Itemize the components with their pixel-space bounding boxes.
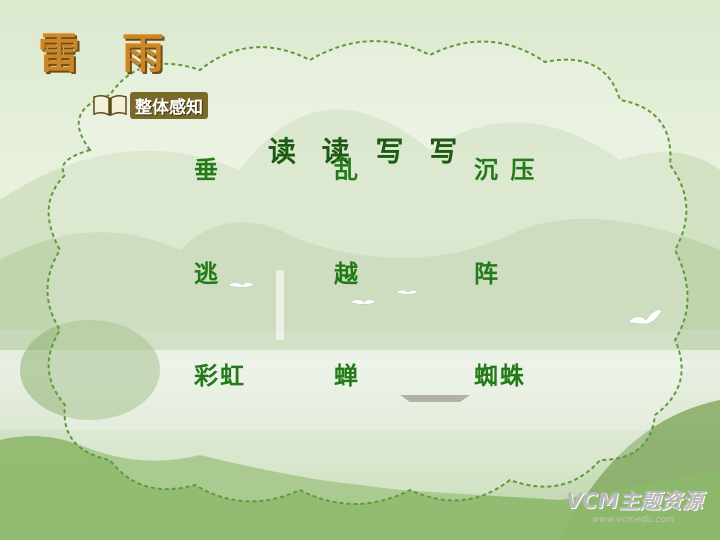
vcm-watermark-logo: VCM主题资源 www.vcmedu.com xyxy=(566,485,706,525)
word-zhizhu: 蜘蛛 xyxy=(474,362,526,390)
boat xyxy=(400,395,470,402)
grass-bottom xyxy=(0,436,720,540)
watermark-main: VCM主题资源 xyxy=(566,489,703,513)
word-chan: 蝉 xyxy=(334,362,360,390)
title-char-yu: 雨 xyxy=(122,29,167,78)
left-tree xyxy=(20,320,160,420)
open-book-icon xyxy=(92,93,128,117)
word-chui: 垂 xyxy=(194,156,220,184)
waterfall xyxy=(276,270,284,340)
word-zhen: 阵 xyxy=(474,260,500,288)
watermark-url: www.vcmedu.com xyxy=(592,515,675,525)
word-caihong: 彩虹 xyxy=(194,362,246,390)
heading-read-write: 读 读 写 写 xyxy=(268,135,466,168)
section-tag[interactable]: 整体感知 xyxy=(92,91,208,119)
cloud-frame xyxy=(46,40,689,505)
section-tag-label: 整体感知 xyxy=(130,91,208,119)
word-tao: 逃 xyxy=(194,260,220,288)
title-char-lei: 雷 xyxy=(38,29,83,78)
word-luan: 乱 xyxy=(334,156,360,184)
mid-hills xyxy=(0,218,720,360)
birds xyxy=(227,282,663,325)
word-yue: 越 xyxy=(334,260,360,288)
word-chen-ya: 沉 压 xyxy=(474,156,537,184)
